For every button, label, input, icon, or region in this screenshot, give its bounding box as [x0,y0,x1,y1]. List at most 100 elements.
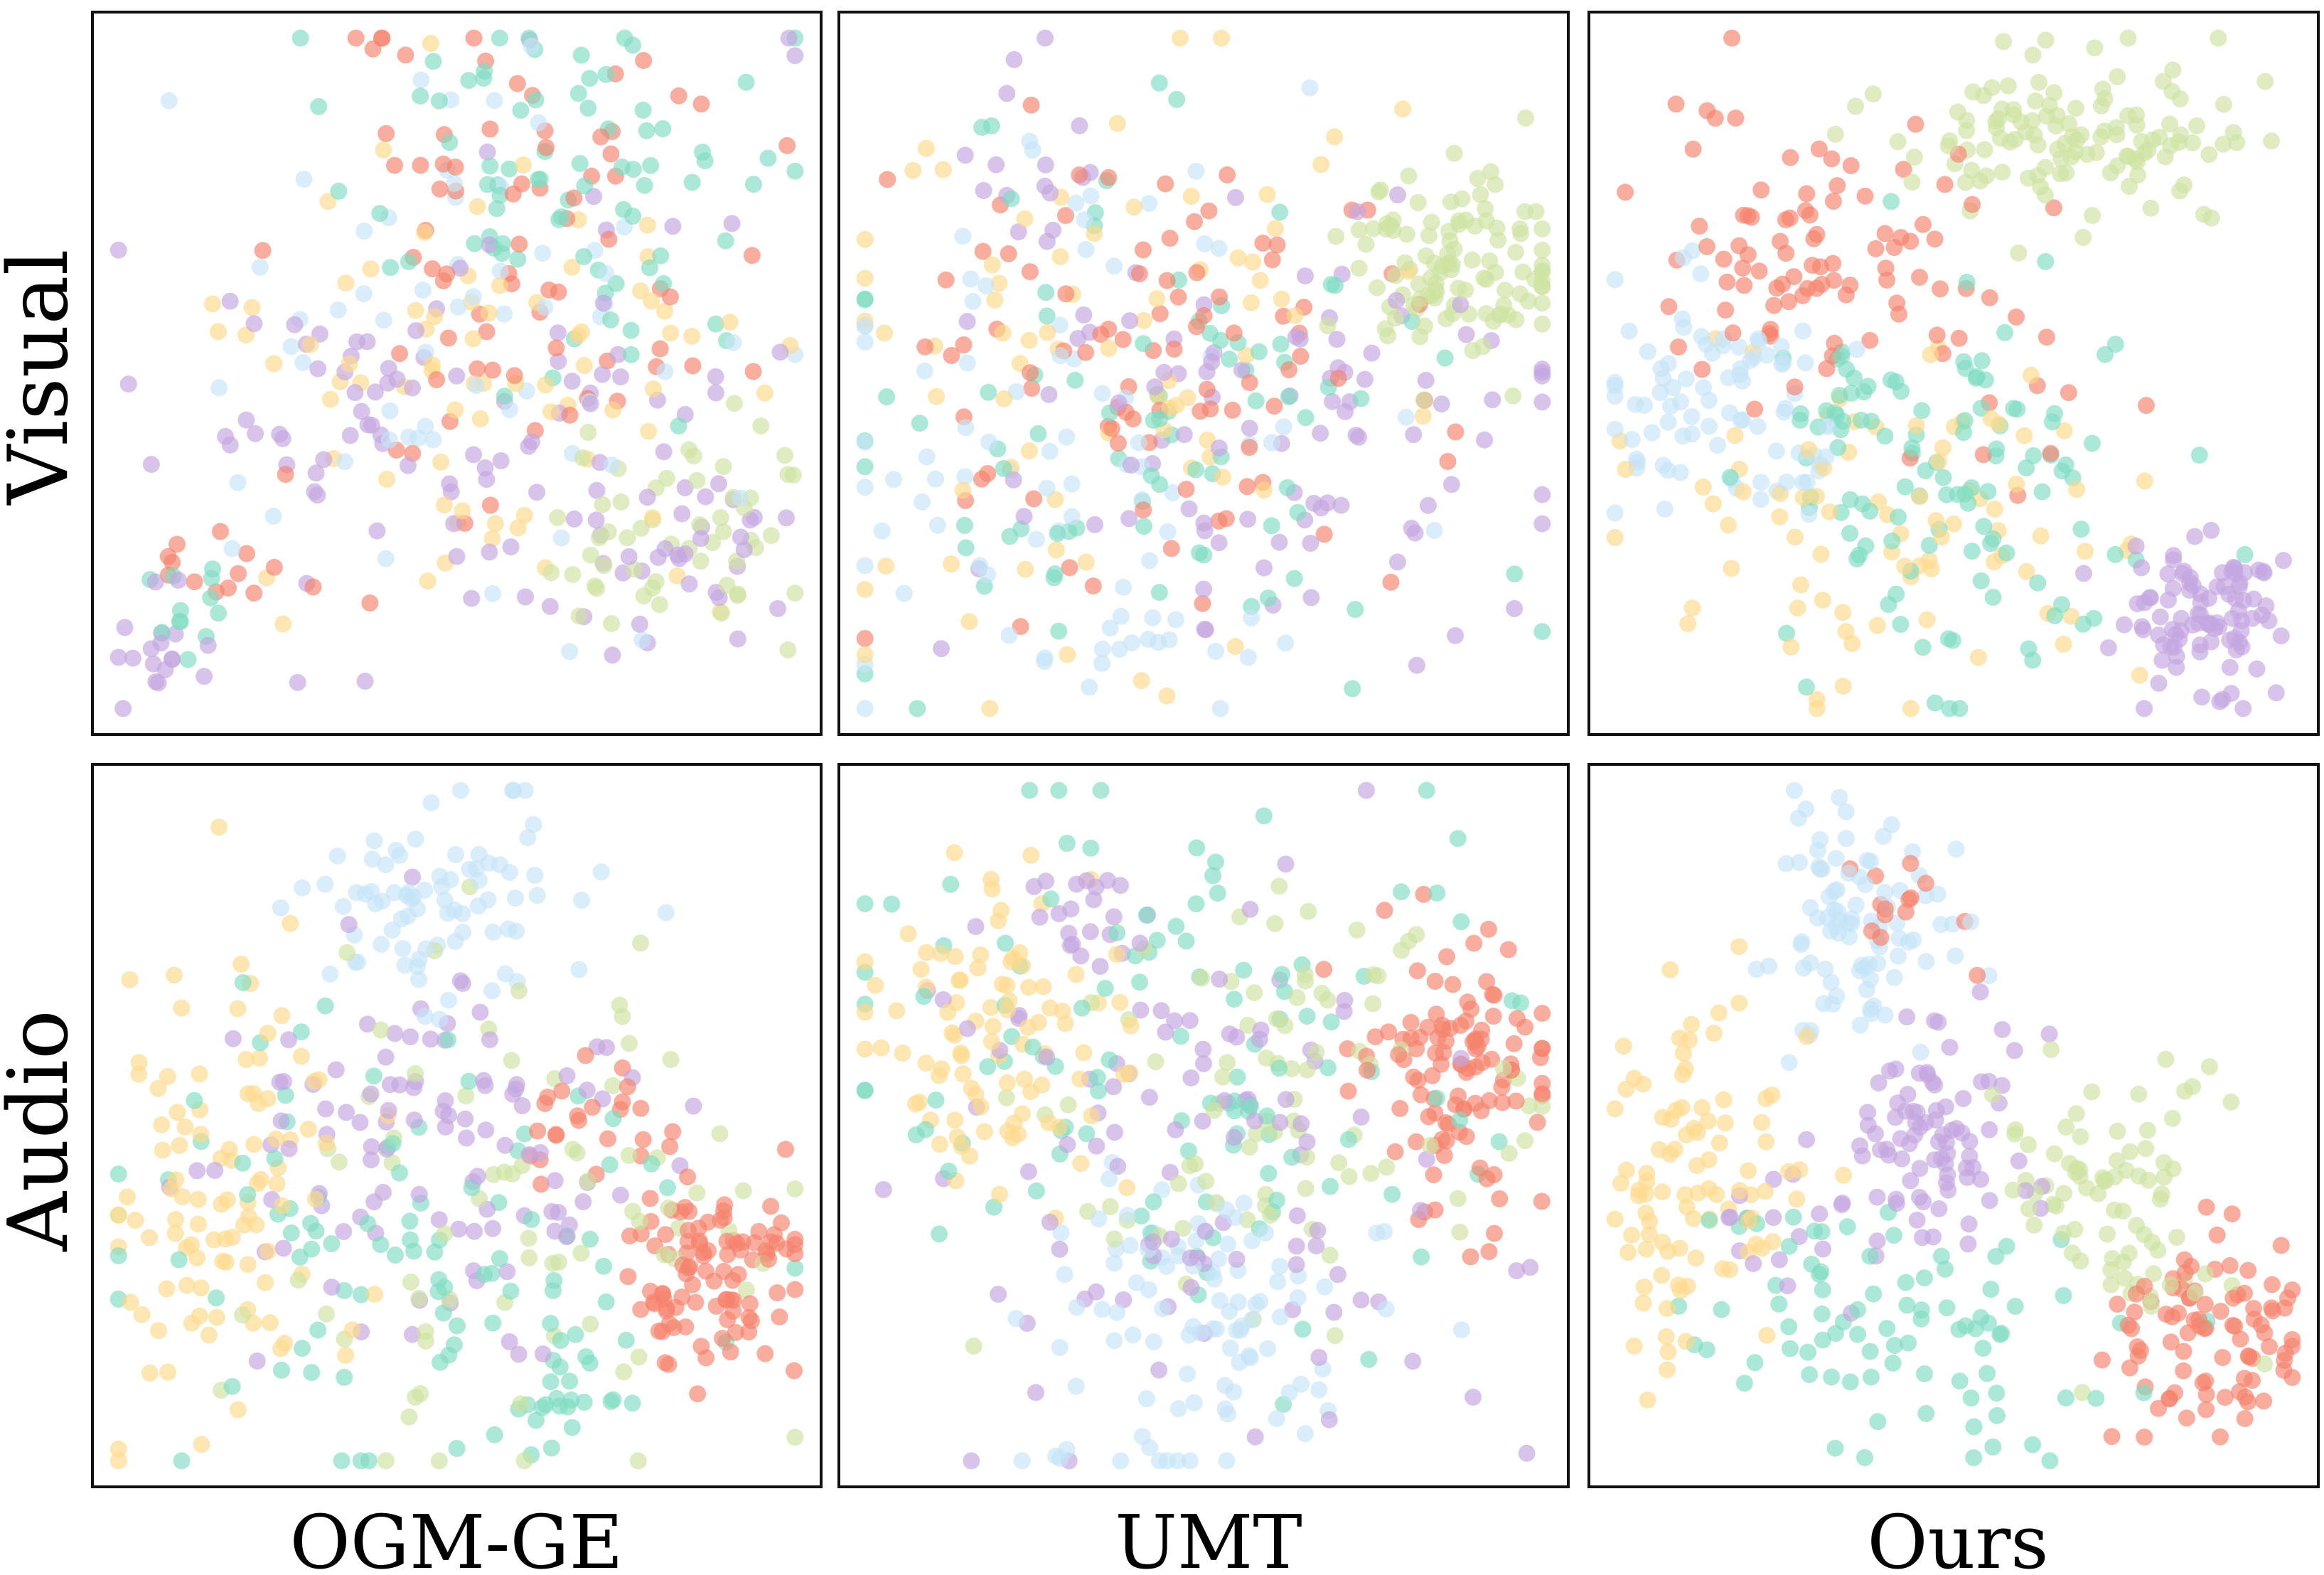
scatter-point [1258,186,1276,203]
scatter-point [786,1429,804,1446]
scatter-point [645,380,662,397]
scatter-point [1204,1320,1222,1338]
scatter-point [210,379,228,397]
scatter-point [1145,1333,1162,1350]
scatter-point [1471,1159,1489,1177]
scatter-point [640,422,658,440]
scatter-point [1858,852,1876,870]
scatter-point [2024,1436,2042,1453]
scatter-point [327,1061,345,1079]
scatter-point [1863,412,1880,430]
scatter-point [1110,394,1128,412]
scatter-point [1225,324,1243,342]
scatter-point [2029,136,2047,154]
scatter-point [1243,1311,1260,1329]
scatter-point [221,292,239,310]
scatter-point [210,818,227,836]
scatter-point [217,427,235,445]
scatter-point [1337,402,1354,420]
scatter-point [466,235,483,252]
scatter-point [1379,327,1397,345]
scatter-point [600,230,618,248]
scatter-point [2037,31,2055,49]
scatter-point [1235,1194,1253,1212]
scatter-point [371,205,389,223]
scatter-point [402,1274,419,1291]
scatter-point [2018,562,2035,580]
scatter-point [206,1162,224,1179]
scatter-point [363,1138,380,1155]
scatter-point [245,1085,262,1103]
scatter-point [267,1130,285,1148]
scatter-point [319,193,337,210]
scatter-point [202,589,220,607]
scatter-point [1483,1050,1501,1068]
scatter-point [1922,560,1940,577]
scatter-point [2150,674,2168,692]
scatter-point [969,959,987,977]
scatter-point [2136,1429,2153,1446]
scatter-point [1101,1170,1118,1187]
scatter-point [451,260,469,277]
scatter-point [1121,312,1139,330]
scatter-point [980,433,997,451]
scatter-point [1826,1439,1844,1457]
scatter-point [985,1198,1002,1216]
scatter-point [779,641,797,658]
scatter-point [484,923,502,941]
scatter-point [1312,425,1329,442]
scatter-point [502,538,520,556]
scatter-point [579,1173,596,1190]
scatter-point [509,250,527,268]
scatter-point [1380,1023,1398,1041]
scatter-point [932,944,950,962]
scatter-point [272,1112,290,1130]
scatter-point [771,343,789,361]
scatter-point [2099,639,2117,656]
scatter-point [282,1224,300,1242]
scatter-point [1897,903,1915,921]
scatter-point [412,87,429,105]
scatter-point [1161,230,1179,247]
scatter-point [602,311,619,329]
scatter-point [564,1141,582,1158]
scatter-point [1494,1094,1511,1111]
scatter-point [2163,1109,2181,1127]
scatter-point [894,1045,911,1062]
scatter-point [1073,999,1091,1017]
scatter-point [1235,961,1253,979]
scatter-point [2057,1118,2075,1136]
scatter-point [1177,481,1195,498]
scatter-point [2006,1298,2024,1315]
scatter-point [2142,199,2160,217]
scatter-point [547,1126,564,1143]
scatter-point [655,443,673,461]
scatter-point [1077,343,1095,361]
scatter-point [690,1232,708,1250]
scatter-point [1315,525,1333,543]
scatter-point [1816,961,1834,978]
scatter-point [2151,608,2169,626]
scatter-point [1441,233,1459,250]
scatter-point [1219,1235,1236,1253]
scatter-point [193,1436,210,1453]
scatter-point [1780,1237,1798,1255]
scatter-point [551,1397,569,1415]
scatter-point [856,1003,874,1021]
scatter-point [152,634,170,652]
scatter-point [484,361,501,379]
scatter-point [464,330,482,348]
scatter-point [939,1003,957,1021]
scatter-point [1289,503,1307,521]
scatter-point [2060,115,2077,133]
scatter-point [1247,392,1265,410]
scatter-point [2212,1428,2229,1446]
scatter-point [1469,170,1487,187]
scatter-point [1321,1246,1339,1264]
scatter-point [1071,1070,1088,1088]
scatter-point [360,1452,377,1470]
scatter-point [1038,307,1056,325]
scatter-point [429,1283,447,1301]
scatter-point [1038,1048,1056,1066]
scatter-point [1352,1291,1370,1309]
